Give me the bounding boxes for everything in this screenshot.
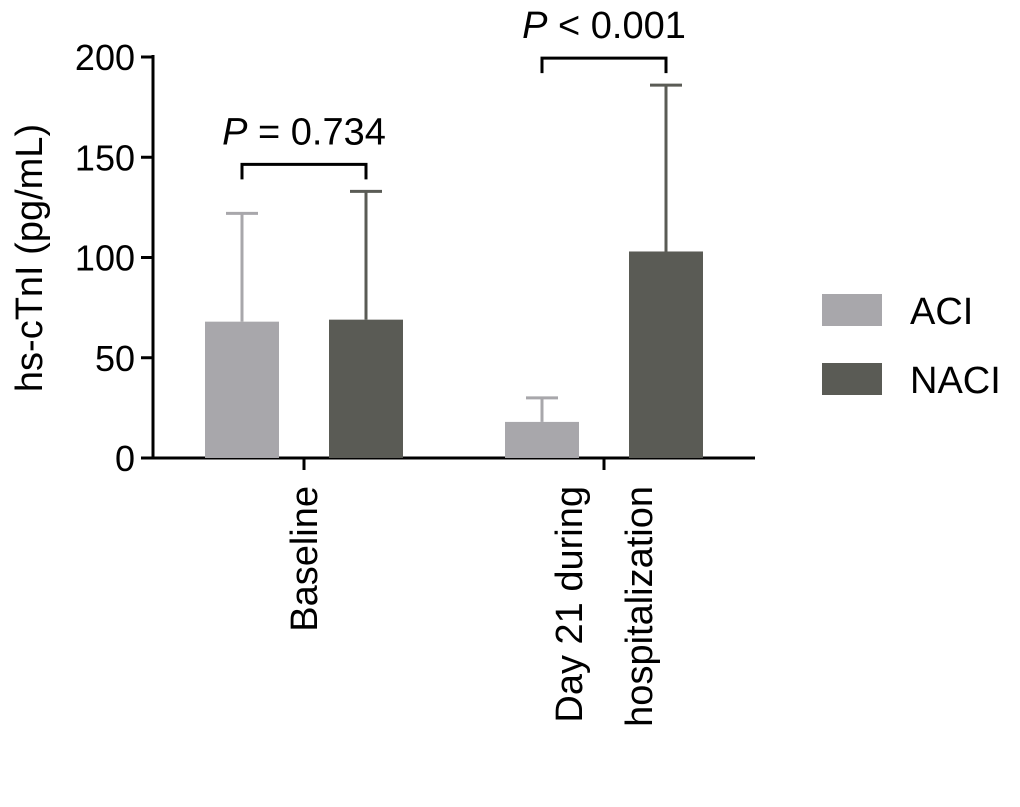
y-tick-label: 100	[75, 238, 135, 279]
bar-aci	[505, 421, 579, 458]
y-axis-title: hs-cTnI (pg/mL)	[9, 124, 51, 392]
legend-label-naci: NACI	[910, 360, 1001, 402]
x-category-label: Day 21 during	[549, 486, 591, 723]
y-tick-label: 0	[115, 438, 135, 479]
x-axis: Baseline Day 21 during hospitalization	[151, 456, 755, 727]
p-value-label: P < 0.001	[522, 5, 686, 47]
error-bars	[226, 83, 682, 422]
bar-naci	[629, 251, 703, 458]
y-tick-label: 200	[75, 37, 135, 78]
bar-naci	[329, 319, 403, 458]
legend: ACI NACI	[822, 291, 1001, 402]
bar-aci	[205, 321, 279, 458]
y-tick-label: 50	[95, 338, 135, 379]
legend-swatch-aci	[822, 294, 882, 326]
significance-bracket	[240, 162, 368, 180]
significance-bracket	[540, 56, 668, 74]
p-value-text: = 0.734	[247, 111, 385, 153]
p-value-text: < 0.001	[547, 5, 685, 47]
legend-swatch-naci	[822, 363, 882, 395]
bars	[205, 251, 703, 458]
y-axis: 0 50 100 150 200	[75, 37, 155, 479]
p-value-label: P = 0.734	[222, 111, 386, 153]
y-tick-label: 150	[75, 137, 135, 178]
x-category-label: hospitalization	[619, 486, 661, 727]
p-symbol: P	[522, 5, 548, 47]
legend-label-aci: ACI	[910, 291, 973, 333]
p-symbol: P	[222, 111, 248, 153]
x-category-label: Baseline	[284, 486, 326, 632]
